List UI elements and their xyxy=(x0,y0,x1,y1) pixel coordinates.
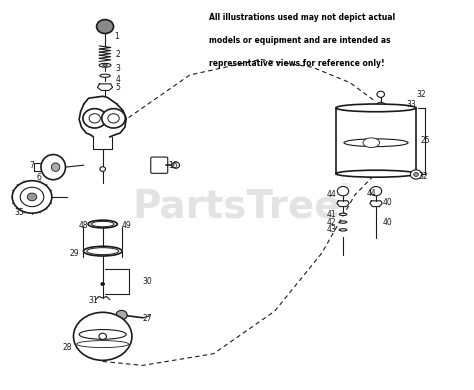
Text: 32: 32 xyxy=(416,90,426,99)
Ellipse shape xyxy=(79,330,126,339)
Text: 42: 42 xyxy=(327,218,336,227)
Ellipse shape xyxy=(91,222,114,227)
Text: 35: 35 xyxy=(14,208,24,217)
Ellipse shape xyxy=(339,213,347,216)
Circle shape xyxy=(116,310,127,320)
Text: 49: 49 xyxy=(121,221,131,230)
FancyBboxPatch shape xyxy=(151,157,168,173)
Ellipse shape xyxy=(344,139,408,147)
Circle shape xyxy=(108,113,119,123)
Text: 41: 41 xyxy=(327,210,336,219)
Text: 30: 30 xyxy=(143,277,152,286)
Ellipse shape xyxy=(99,63,111,67)
Ellipse shape xyxy=(336,170,416,177)
Circle shape xyxy=(100,167,106,171)
Text: 32: 32 xyxy=(419,172,428,181)
Text: 5: 5 xyxy=(116,83,121,92)
Text: 6: 6 xyxy=(36,173,42,182)
Text: 33: 33 xyxy=(407,99,416,108)
Ellipse shape xyxy=(363,138,380,147)
Ellipse shape xyxy=(100,74,110,77)
Circle shape xyxy=(410,170,422,179)
Text: 29: 29 xyxy=(70,248,79,257)
Ellipse shape xyxy=(83,246,122,256)
Text: 7: 7 xyxy=(29,161,35,170)
Circle shape xyxy=(12,181,52,213)
Ellipse shape xyxy=(51,163,60,171)
Text: 31: 31 xyxy=(89,296,98,305)
Circle shape xyxy=(370,186,382,196)
Text: 1: 1 xyxy=(114,32,119,41)
Circle shape xyxy=(27,193,36,201)
Text: TM: TM xyxy=(341,183,351,190)
Text: All illustrations used may not depict actual: All illustrations used may not depict ac… xyxy=(209,13,395,22)
Text: 2: 2 xyxy=(116,50,120,59)
Text: representative views for reference only!: representative views for reference only! xyxy=(209,59,384,69)
Text: PartsTree: PartsTree xyxy=(133,188,341,226)
Text: models or equipment and are intended as: models or equipment and are intended as xyxy=(209,36,391,45)
Text: 44: 44 xyxy=(327,190,336,199)
Text: 40: 40 xyxy=(383,218,392,227)
Circle shape xyxy=(20,187,44,207)
Circle shape xyxy=(102,109,125,128)
Text: 27: 27 xyxy=(143,314,152,323)
Text: 44: 44 xyxy=(367,188,377,198)
Circle shape xyxy=(97,20,114,34)
Text: 28: 28 xyxy=(63,344,72,353)
Text: 4: 4 xyxy=(116,76,121,85)
Circle shape xyxy=(99,333,107,339)
Circle shape xyxy=(337,186,349,196)
Ellipse shape xyxy=(87,248,118,255)
Circle shape xyxy=(101,282,105,285)
Circle shape xyxy=(172,162,180,168)
Ellipse shape xyxy=(103,64,108,66)
Text: 43: 43 xyxy=(327,225,336,234)
Ellipse shape xyxy=(41,154,65,180)
Ellipse shape xyxy=(88,220,117,228)
Ellipse shape xyxy=(339,229,347,231)
Ellipse shape xyxy=(336,104,416,112)
Circle shape xyxy=(377,91,384,98)
Text: 48: 48 xyxy=(79,221,89,230)
Circle shape xyxy=(89,113,100,123)
Text: 40: 40 xyxy=(383,198,392,207)
Circle shape xyxy=(83,109,107,128)
Text: 25: 25 xyxy=(421,136,430,145)
Text: 16: 16 xyxy=(169,161,178,170)
Text: 3: 3 xyxy=(116,64,121,73)
Circle shape xyxy=(73,312,132,360)
Circle shape xyxy=(414,172,419,176)
Ellipse shape xyxy=(339,221,347,223)
Ellipse shape xyxy=(77,340,128,347)
